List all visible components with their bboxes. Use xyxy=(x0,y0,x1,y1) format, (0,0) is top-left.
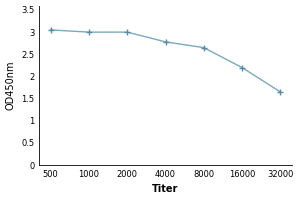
X-axis label: Titer: Titer xyxy=(152,184,179,194)
Y-axis label: OD450nm: OD450nm xyxy=(6,61,16,110)
